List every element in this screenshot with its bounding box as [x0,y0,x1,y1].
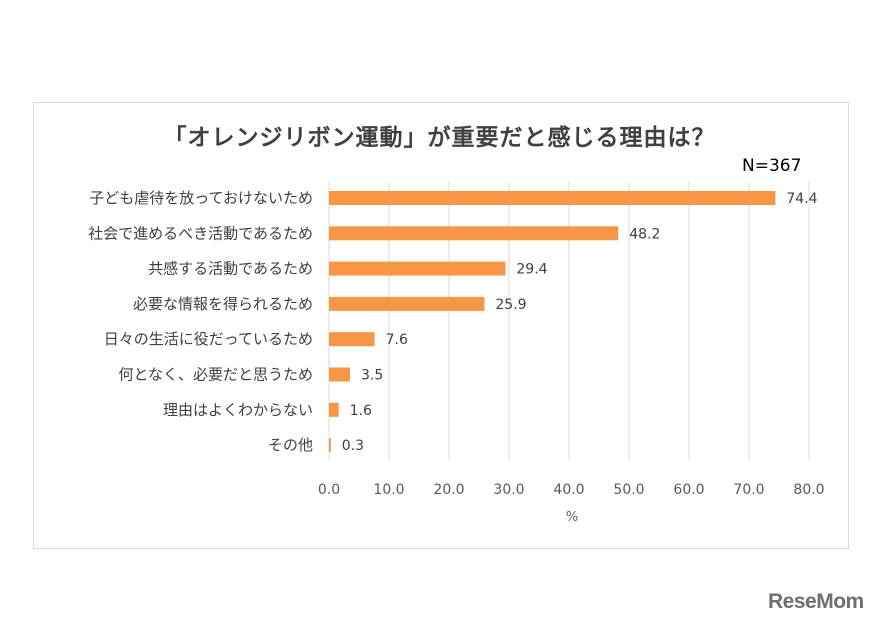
bar [329,226,619,241]
category-label: 何となく、必要だと思うため [118,366,313,384]
x-tick-label: 30.0 [493,482,524,498]
bar [329,332,375,347]
data-label: 7.6 [386,332,408,348]
data-label: 0.3 [342,438,364,454]
data-label: 25.9 [495,297,526,313]
category-label: 必要な情報を得られるため [133,295,313,313]
data-label: 1.6 [350,403,372,419]
x-tick-label: 70.0 [733,482,764,498]
x-tick-label: 10.0 [373,482,404,498]
category-label: 共感する活動であるため [148,260,313,278]
x-tick-label: 80.0 [793,482,824,498]
x-tick-label: 60.0 [673,482,704,498]
chart-frame [33,102,849,549]
data-label: 48.2 [629,226,660,242]
bar [329,296,485,311]
data-label: 74.4 [786,191,817,207]
bar [329,438,331,453]
bar [329,191,776,205]
category-label: 子ども虐待を放っておけないため [89,189,313,207]
data-label: 29.4 [516,262,547,278]
data-label: 3.5 [361,368,383,384]
x-axis-title: % [566,510,578,525]
bar [329,402,339,417]
chart-title: 「オレンジリボン運動」が重要だと感じる理由は？ [163,125,716,151]
category-label: 理由はよくわからない [163,401,313,419]
category-label: 日々の生活に役だっているため [104,330,313,348]
resemom-logo: ReseMom [768,590,864,613]
x-tick-label: 0.0 [318,482,340,498]
category-label: その他 [268,436,313,454]
x-tick-label: 50.0 [613,482,644,498]
bar [329,261,506,276]
sample-size-label: N=367 [742,156,802,176]
x-tick-label: 20.0 [433,482,464,498]
bar [329,367,350,382]
category-label: 社会で進めるべき活動であるため [88,224,313,242]
x-tick-label: 40.0 [553,482,584,498]
